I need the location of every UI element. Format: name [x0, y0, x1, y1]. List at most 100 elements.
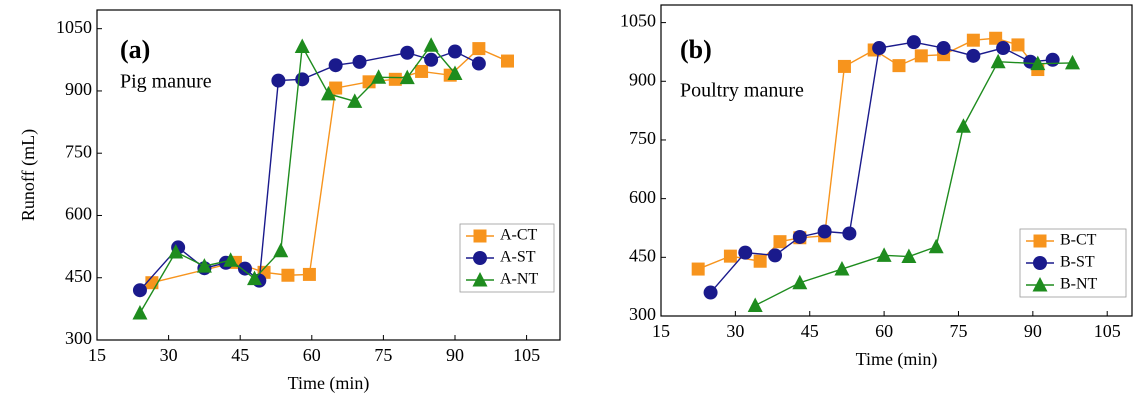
legend-label: A-CT [500, 227, 538, 244]
data-point [424, 52, 439, 67]
legend-marker [473, 251, 487, 265]
data-point [423, 37, 439, 52]
plot-frame [660, 4, 1133, 317]
data-point [388, 72, 402, 86]
y-tick-label: 1050 [620, 11, 656, 31]
series-line [697, 37, 1039, 270]
data-point [132, 305, 148, 320]
y-axis-label: Runoff (mL) [18, 129, 39, 221]
data-point [362, 75, 376, 89]
data-point [1045, 52, 1060, 67]
legend-box [1019, 228, 1127, 298]
y-tick-label: 300 [629, 304, 656, 324]
data-point [966, 48, 981, 63]
data-point [447, 65, 463, 81]
y-tick-label: 900 [629, 69, 656, 89]
data-point [817, 224, 832, 239]
legend-label: A-ST [500, 249, 536, 266]
data-point [271, 73, 286, 88]
legend-marker [1033, 256, 1047, 270]
data-point [936, 41, 951, 56]
data-point [399, 69, 415, 85]
legend-marker [1032, 277, 1048, 292]
x-axis-label: Time (min) [288, 373, 370, 394]
data-point [955, 118, 971, 133]
legend-marker [1033, 234, 1047, 248]
x-tick-label: 15 [88, 345, 106, 365]
data-point [1030, 55, 1046, 71]
x-tick-label: 45 [801, 321, 819, 341]
data-point [834, 261, 850, 276]
data-point [906, 35, 921, 50]
data-point [773, 235, 787, 249]
annotation: Pig manure [120, 71, 212, 93]
data-point [371, 69, 387, 84]
data-point [747, 297, 763, 312]
legend-box [459, 223, 555, 293]
data-point [247, 270, 263, 286]
data-point [966, 33, 980, 47]
x-tick-label: 60 [875, 321, 893, 341]
x-tick-label: 30 [160, 345, 178, 365]
data-point [1011, 38, 1025, 52]
data-point [500, 54, 514, 68]
y-tick-label: 750 [629, 128, 656, 148]
data-point [237, 261, 252, 276]
x-tick-label: 75 [949, 321, 967, 341]
panel-label: (a) [120, 35, 150, 64]
data-point [928, 238, 944, 254]
x-axis-label: Time (min) [856, 349, 938, 370]
data-point [273, 242, 289, 258]
plot-frame [96, 9, 561, 341]
data-point [223, 252, 239, 267]
data-point [989, 31, 1003, 45]
data-point [872, 41, 887, 56]
data-point [352, 54, 367, 69]
data-point [329, 81, 343, 95]
data-point [295, 72, 310, 87]
data-point [328, 58, 343, 73]
data-point [842, 226, 857, 241]
data-point [132, 283, 147, 298]
y-tick-label: 300 [65, 328, 92, 348]
x-tick-label: 105 [513, 345, 540, 365]
x-tick-label: 45 [231, 345, 249, 365]
x-tick-label: 15 [652, 321, 670, 341]
data-point [792, 229, 807, 244]
data-point [703, 285, 718, 300]
data-point [876, 247, 892, 262]
x-tick-label: 30 [726, 321, 744, 341]
data-point [768, 248, 783, 263]
y-tick-label: 600 [629, 187, 656, 207]
data-point [415, 64, 429, 78]
data-point [281, 268, 295, 282]
legend-label: A-NT [500, 271, 538, 288]
y-tick-label: 900 [65, 79, 92, 99]
data-point [471, 56, 486, 71]
data-point [302, 267, 316, 281]
data-point [447, 44, 462, 59]
data-point [1065, 54, 1081, 70]
data-point [321, 85, 336, 101]
y-tick-label: 600 [65, 204, 92, 224]
data-point [738, 245, 753, 260]
data-point [996, 41, 1011, 56]
x-tick-label: 90 [446, 345, 464, 365]
legend-label: B-NT [1060, 276, 1098, 293]
x-tick-label: 105 [1094, 321, 1121, 341]
data-point [792, 274, 808, 290]
panel-label: (b) [680, 35, 712, 64]
legend-marker [473, 229, 487, 243]
legend-label: B-ST [1060, 254, 1095, 271]
y-tick-label: 750 [65, 141, 92, 161]
data-point [294, 38, 310, 54]
data-point [723, 249, 737, 263]
data-point [168, 244, 184, 259]
data-point [196, 258, 212, 273]
data-point [753, 254, 767, 268]
data-point [892, 59, 906, 73]
x-tick-label: 75 [374, 345, 392, 365]
legend-marker [472, 272, 488, 287]
y-tick-label: 1050 [56, 17, 92, 37]
